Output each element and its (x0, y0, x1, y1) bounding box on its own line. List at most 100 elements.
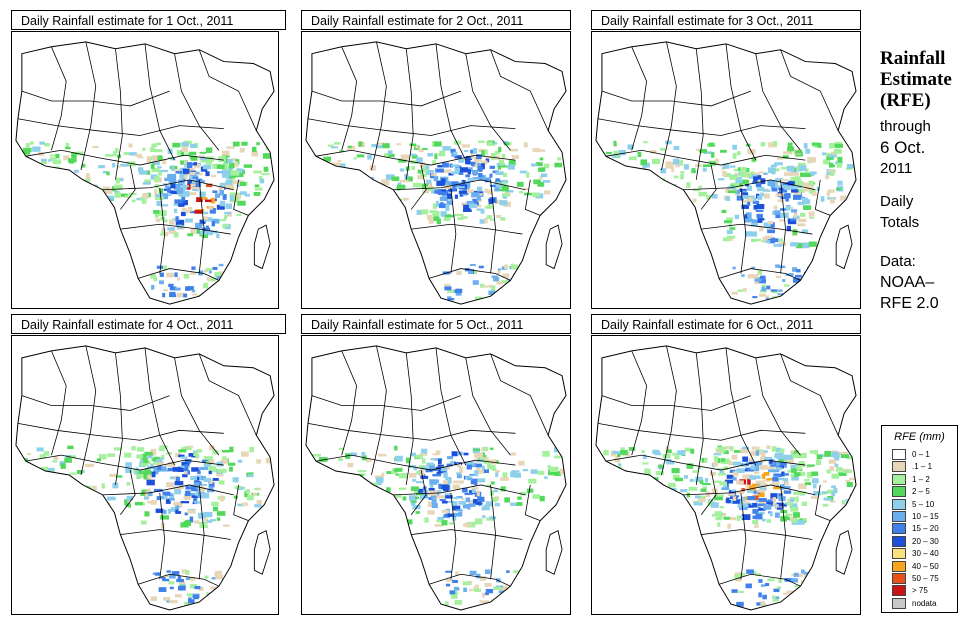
source-line: RFE 2.0 (880, 295, 939, 312)
rainfall-field (317, 140, 566, 303)
rain-cell (805, 148, 811, 154)
rain-cell (417, 488, 426, 494)
rain-cell (784, 185, 791, 191)
rain-cell (449, 460, 456, 464)
legend-label: 40 – 50 (912, 561, 939, 571)
country-border (695, 48, 704, 180)
rain-cell (617, 188, 624, 193)
rain-cell (751, 219, 758, 224)
rain-cell (771, 446, 777, 452)
rain-cell (68, 158, 77, 163)
rain-cell (846, 456, 854, 460)
rain-cell (720, 458, 726, 462)
rain-cell (149, 147, 156, 152)
rain-cell (820, 277, 826, 281)
rain-cell (415, 511, 420, 514)
rain-cell (438, 203, 447, 209)
rain-cell (478, 265, 484, 269)
rainfall-map (11, 31, 279, 309)
rain-cell (245, 489, 250, 494)
rain-cell (813, 288, 817, 293)
rain-cell (762, 518, 766, 522)
rain-cell (143, 459, 149, 464)
country-border (490, 484, 496, 580)
rain-cell (168, 581, 175, 585)
rain-cell (814, 449, 819, 455)
rain-cell (151, 448, 157, 453)
rain-cell (446, 181, 453, 187)
rain-cell (236, 569, 243, 575)
rain-cell (411, 498, 417, 503)
rain-cell (187, 206, 193, 212)
rain-cell (774, 210, 781, 215)
rain-cell (181, 142, 189, 147)
rain-cell (142, 147, 146, 151)
rain-cell (180, 522, 189, 528)
rain-cell (752, 274, 759, 279)
rain-cell (554, 162, 563, 168)
rain-cell (181, 197, 186, 202)
rain-cell (178, 454, 185, 458)
panel-title: Daily Rainfall estimate for 6 Oct., 2011 (591, 314, 861, 334)
legend-swatch (892, 585, 906, 597)
rain-cell (420, 173, 428, 177)
rain-cell (812, 478, 819, 484)
rain-cell (473, 190, 483, 194)
rain-cell (192, 176, 199, 180)
country-border (25, 149, 224, 166)
rain-cell (39, 175, 47, 181)
heading-line: Estimate (880, 69, 952, 90)
rain-cell (457, 217, 464, 221)
rain-cell (649, 482, 656, 488)
rain-cell (787, 146, 795, 152)
rain-cell (783, 454, 793, 460)
rain-cell (541, 167, 546, 172)
rain-cell (770, 184, 779, 189)
rain-cell (627, 475, 632, 481)
africa-map-svg (15, 41, 275, 305)
rain-cell (521, 579, 527, 582)
rain-cell (746, 201, 751, 206)
rain-cell (150, 174, 158, 180)
rain-cell (161, 231, 165, 235)
rain-cell (732, 266, 736, 270)
rain-cell (472, 448, 481, 451)
rain-cell (173, 203, 181, 206)
country-border (465, 53, 511, 151)
rain-cell (612, 451, 621, 454)
rain-cell (755, 175, 762, 180)
rain-cell (456, 472, 461, 475)
rain-cell (235, 171, 244, 178)
rain-cell (416, 157, 423, 163)
rain-cell (770, 493, 778, 499)
rainfall-field (22, 445, 273, 607)
rain-cell (106, 496, 116, 501)
rain-cell (431, 173, 438, 176)
rain-cell (799, 172, 806, 177)
rain-cell (165, 498, 171, 504)
rain-cell (166, 570, 171, 573)
rain-cell (719, 481, 727, 486)
country-border (115, 352, 123, 485)
rain-cell (799, 212, 806, 217)
rain-cell (158, 447, 165, 452)
rain-cell (500, 217, 506, 221)
rain-cell (163, 289, 168, 292)
rain-cell (233, 495, 238, 499)
rain-cell (476, 467, 481, 474)
rain-cell (765, 582, 770, 587)
rain-cell (786, 502, 794, 506)
rain-cell (164, 177, 171, 182)
rain-cell (193, 162, 198, 166)
rain-cell (481, 469, 490, 474)
rain-cell (510, 264, 519, 270)
rain-cell (493, 182, 503, 188)
country-borders (307, 41, 549, 281)
rain-cell (690, 448, 695, 454)
rain-cell (502, 193, 511, 197)
rain-cell (519, 170, 528, 174)
rain-cell (162, 578, 170, 582)
rain-cell (645, 489, 655, 493)
rain-cell (167, 173, 177, 180)
rain-cell (811, 191, 817, 196)
